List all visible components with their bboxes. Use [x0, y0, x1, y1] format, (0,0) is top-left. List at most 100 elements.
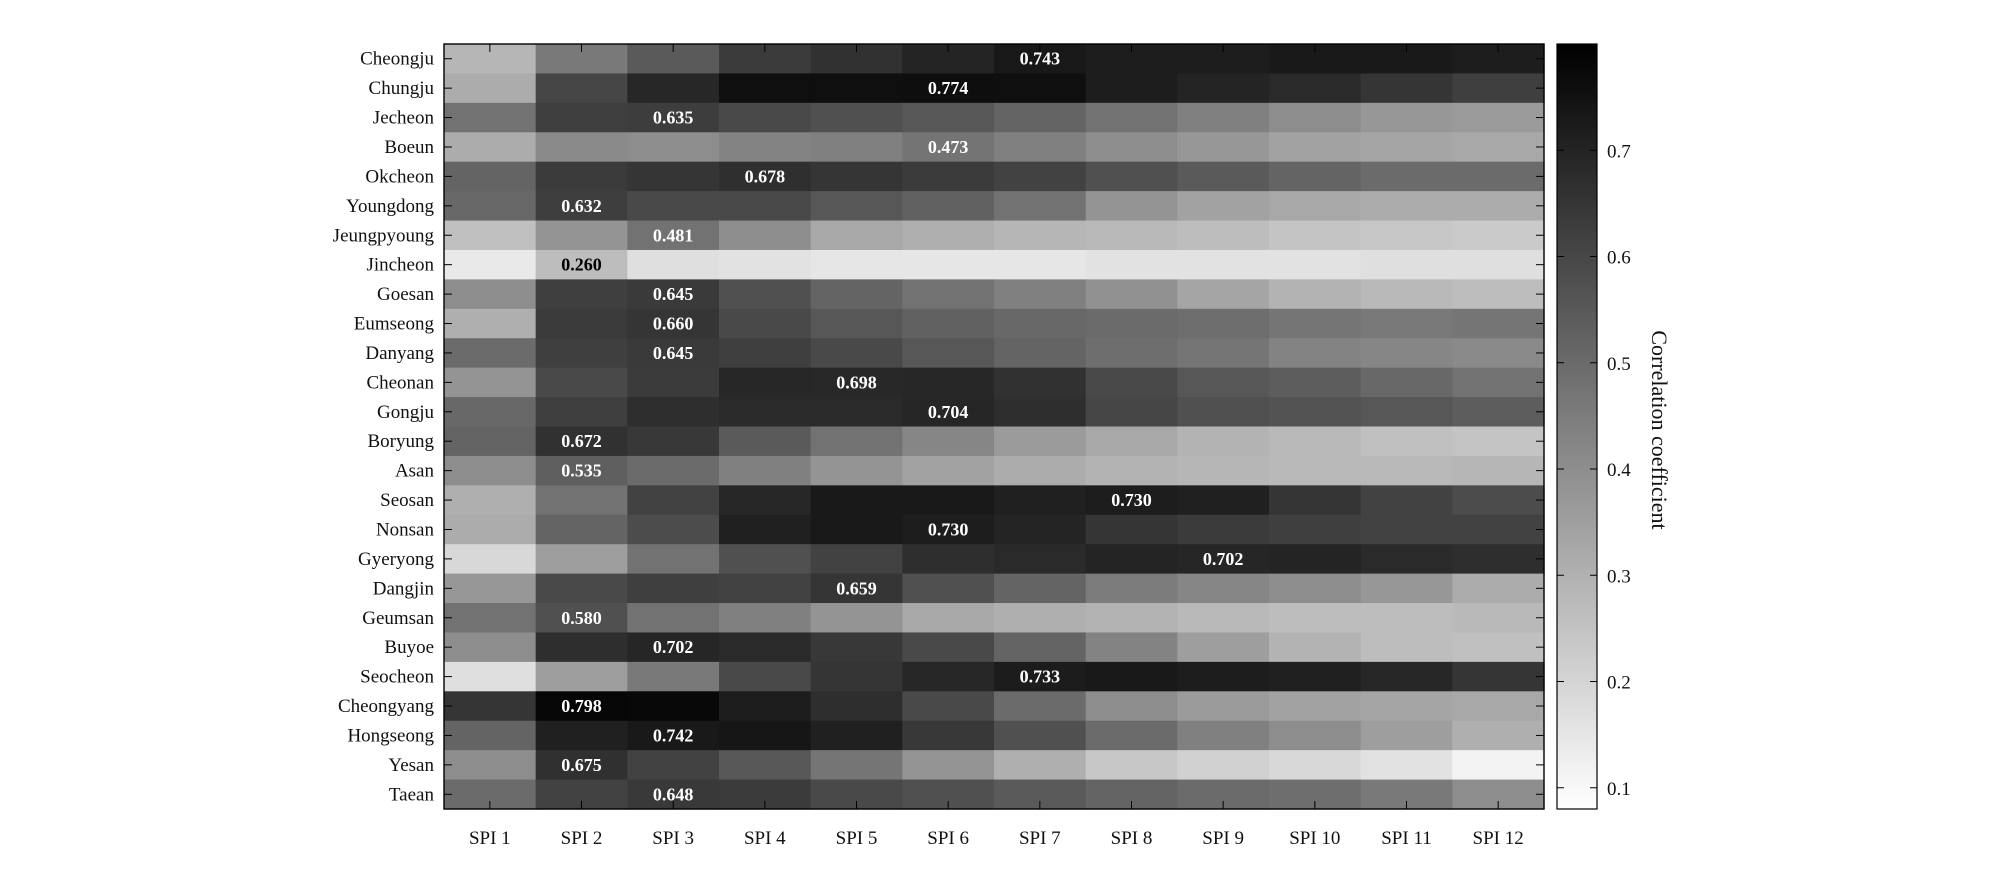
heatmap-cell — [535, 544, 628, 575]
cell-value-label: 0.798 — [561, 696, 602, 716]
heatmap-cell — [810, 161, 903, 192]
heatmap-cell — [1269, 750, 1362, 781]
heatmap-cell — [1177, 544, 1270, 575]
heatmap-cell — [719, 367, 812, 398]
heatmap-cell — [719, 632, 812, 663]
heatmap-cell — [627, 632, 720, 663]
heatmap-cell — [444, 220, 537, 251]
heatmap-cell — [627, 367, 720, 398]
heatmap-cell — [444, 102, 537, 133]
heatmap-cell — [627, 544, 720, 575]
heatmap-cell — [1177, 691, 1270, 722]
heatmap-cell — [535, 132, 628, 163]
heatmap-cell — [719, 720, 812, 751]
heatmap-cell — [1085, 338, 1178, 369]
heatmap-cell — [810, 367, 903, 398]
heatmap-cell — [902, 132, 995, 163]
heatmap-cells — [444, 44, 1545, 810]
heatmap-cell — [994, 603, 1087, 634]
heatmap-cell — [810, 102, 903, 133]
heatmap-cell — [535, 720, 628, 751]
heatmap-cell — [627, 191, 720, 222]
heatmap-cell — [994, 367, 1087, 398]
heatmap-cell — [719, 279, 812, 310]
heatmap-cell — [994, 279, 1087, 310]
heatmap-cell — [1452, 661, 1545, 692]
heatmap-cell — [902, 661, 995, 692]
cell-value-label: 0.648 — [653, 784, 694, 804]
heatmap-cell — [1360, 455, 1453, 486]
heatmap-cell — [1269, 191, 1362, 222]
heatmap-cell — [627, 661, 720, 692]
heatmap-cell — [1085, 367, 1178, 398]
heatmap-cell — [1452, 367, 1545, 398]
heatmap-cell — [627, 603, 720, 634]
cell-value-label: 0.580 — [561, 608, 602, 628]
heatmap-cell — [902, 338, 995, 369]
heatmap-cell — [444, 455, 537, 486]
heatmap-cell — [444, 720, 537, 751]
column-label: SPI 4 — [744, 828, 786, 849]
column-label: SPI 3 — [652, 828, 694, 849]
heatmap-cell — [535, 73, 628, 104]
heatmap-cell — [1269, 397, 1362, 428]
heatmap-cell — [810, 485, 903, 516]
heatmap-cell — [1360, 367, 1453, 398]
heatmap-cell — [719, 132, 812, 163]
heatmap-cell — [1269, 603, 1362, 634]
heatmap-cell — [1269, 73, 1362, 104]
heatmap-cell — [1269, 691, 1362, 722]
colorbar-tick-label: 0.1 — [1607, 779, 1631, 800]
heatmap-cell — [719, 73, 812, 104]
heatmap-cell — [902, 691, 995, 722]
heatmap-cell — [1452, 220, 1545, 251]
heatmap-cell — [902, 220, 995, 251]
heatmap-cell — [1269, 455, 1362, 486]
heatmap-cell — [810, 720, 903, 751]
heatmap-cell — [1360, 161, 1453, 192]
heatmap-cell — [810, 426, 903, 457]
heatmap-cell — [1085, 249, 1178, 280]
cell-value-label: 0.481 — [653, 225, 694, 245]
heatmap-cell — [994, 308, 1087, 339]
cell-value-label: 0.704 — [928, 402, 969, 422]
heatmap-cell — [1452, 338, 1545, 369]
heatmap-cell — [627, 426, 720, 457]
heatmap-cell — [1452, 691, 1545, 722]
cell-value-label: 0.730 — [1111, 490, 1152, 510]
colorbar-tick-label: 0.6 — [1607, 248, 1631, 269]
heatmap-cell — [1085, 308, 1178, 339]
heatmap-cell — [902, 455, 995, 486]
heatmap-cell — [444, 573, 537, 604]
heatmap-cell — [1269, 485, 1362, 516]
row-label: Boryung — [368, 431, 435, 452]
heatmap-cell — [1360, 573, 1453, 604]
heatmap-cell — [1269, 161, 1362, 192]
colorbar-tick-label: 0.3 — [1607, 566, 1631, 587]
heatmap-cell — [535, 661, 628, 692]
heatmap-cell — [1269, 338, 1362, 369]
heatmap-cell — [994, 102, 1087, 133]
heatmap-cell — [810, 544, 903, 575]
heatmap-cell — [1177, 249, 1270, 280]
heatmap-cell — [994, 485, 1087, 516]
heatmap-cell — [810, 514, 903, 545]
heatmap-cell — [627, 750, 720, 781]
row-label: Gyeryong — [358, 549, 434, 570]
heatmap-cell — [1177, 720, 1270, 751]
heatmap-cell — [719, 544, 812, 575]
heatmap-cell — [1452, 455, 1545, 486]
cell-value-label: 0.733 — [1020, 667, 1061, 687]
heatmap-cell — [1177, 102, 1270, 133]
heatmap-cell — [627, 73, 720, 104]
heatmap-cell — [1177, 279, 1270, 310]
heatmap-cell — [1177, 426, 1270, 457]
heatmap-cell — [1177, 220, 1270, 251]
heatmap-cell — [719, 161, 812, 192]
heatmap-cell — [444, 397, 537, 428]
column-label: SPI 10 — [1289, 828, 1340, 849]
row-label: Jincheon — [366, 255, 434, 276]
heatmap-cell — [1085, 397, 1178, 428]
heatmap-cell — [994, 544, 1087, 575]
heatmap-cell — [627, 220, 720, 251]
